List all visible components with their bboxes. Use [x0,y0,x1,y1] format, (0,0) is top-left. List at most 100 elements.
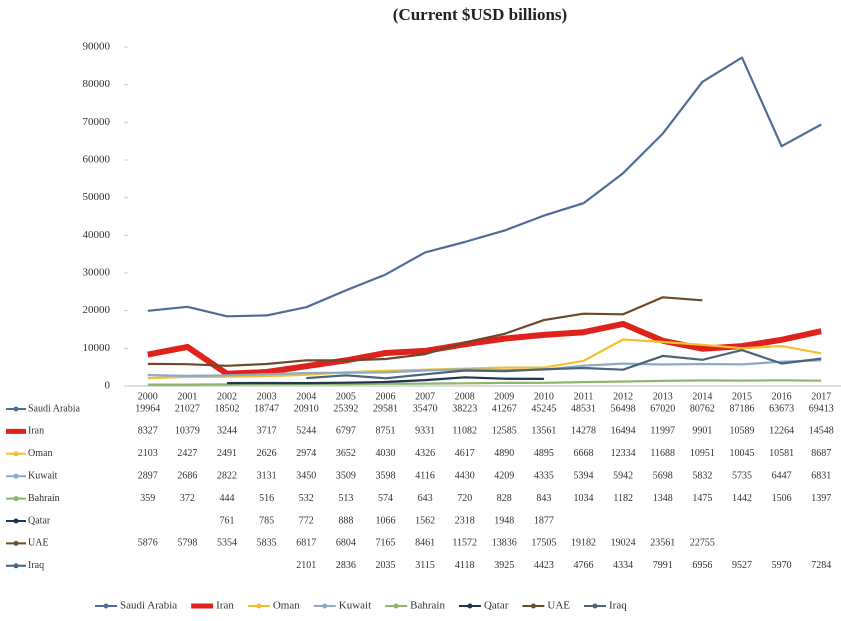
table-cell: 1948 [494,515,514,526]
x-tick-label: 2001 [177,391,197,402]
table-cell: 2836 [336,560,356,571]
table-cell: 1182 [613,493,633,504]
table-cell: 69413 [809,403,834,414]
series-line [147,338,822,380]
table-cell: 2427 [177,448,197,459]
table-cell: 3509 [336,470,356,481]
table-cell: 3450 [296,470,316,481]
table-cell: 8751 [375,426,395,437]
x-tick-label: 2014 [692,391,712,402]
row-key-dot [13,473,19,479]
table-cell: 5698 [653,470,673,481]
legend-dot [530,603,536,609]
table-cell: 3717 [257,426,277,437]
table-cell: 35470 [413,403,438,414]
x-tick-label: 2015 [732,391,752,402]
legend-label: Oman [273,600,300,612]
table-cell: 9527 [732,560,752,571]
table-cell: 5832 [692,470,712,481]
table-cell: 4430 [455,470,475,481]
table-cell: 13561 [531,426,556,437]
legend-label: Iran [216,600,234,612]
table-cell: 38223 [452,403,477,414]
table-cell: 5354 [217,538,237,549]
table-cell: 21027 [175,403,200,414]
table-cell: 87186 [729,403,754,414]
table-cell: 2318 [455,515,475,526]
y-tick-label: 0 [105,380,111,392]
table-cell: 843 [536,493,551,504]
table-cell: 8327 [138,426,158,437]
table-cell: 2974 [296,448,316,459]
x-tick-label: 2007 [415,391,435,402]
table-cell: 3131 [257,470,277,481]
x-tick-label: 2006 [375,391,395,402]
table-cell: 772 [299,515,314,526]
y-tick-label: 90000 [83,41,111,53]
table-cell: 5942 [613,470,633,481]
table-cell: 1397 [811,493,831,504]
table-cell: 67020 [650,403,675,414]
y-tick-label: 10000 [83,342,111,354]
table-cell: 14548 [809,426,834,437]
legend-label: Kuwait [339,600,371,612]
table-cell: 372 [180,493,195,504]
table-cell: 513 [338,493,353,504]
table-cell: 3652 [336,448,356,459]
table-cell: 3598 [375,470,395,481]
table-cell: 2626 [257,448,277,459]
series-line [147,56,822,318]
table-cell: 4423 [534,560,554,571]
legend-dot [393,603,399,609]
table-cell: 1475 [692,493,712,504]
table-cell: 22755 [690,538,715,549]
table-cell: 4209 [494,470,514,481]
table-cell: 5244 [296,426,316,437]
legend-dot [103,603,109,609]
x-tick-label: 2002 [217,391,237,402]
table-cell: 6804 [336,538,356,549]
table-cell: 63673 [769,403,794,414]
table-cell: 1877 [534,515,554,526]
table-cell: 19964 [135,403,160,414]
table-cell: 80762 [690,403,715,414]
legend-dot [467,603,473,609]
table-cell: 10379 [175,426,200,437]
table-cell: 359 [140,493,155,504]
x-tick-label: 2005 [336,391,356,402]
table-cell: 516 [259,493,274,504]
x-tick-label: 2003 [257,391,277,402]
table-cell: 16494 [611,426,636,437]
table-cell: 643 [418,493,433,504]
table-cell: 11082 [452,426,477,437]
x-tick-label: 2000 [138,391,158,402]
x-tick-label: 2011 [574,391,594,402]
table-cell: 25392 [333,403,358,414]
table-cell: 45245 [531,403,556,414]
legend-label: Iraq [609,600,627,612]
table-cell: 4766 [574,560,594,571]
table-cell: 2686 [177,470,197,481]
table-cell: 10589 [729,426,754,437]
x-tick-label: 2004 [296,391,316,402]
table-cell: 23561 [650,538,675,549]
x-tick-label: 2016 [772,391,792,402]
table-cell: 29581 [373,403,398,414]
table-cell: 19024 [611,538,636,549]
table-cell: 18747 [254,403,279,414]
table-cell: 12334 [611,448,636,459]
table-cell: 5394 [574,470,594,481]
table-cell: 4118 [455,560,475,571]
table-cell: 7284 [811,560,831,571]
table-cell: 19182 [571,538,596,549]
table-cell: 8687 [811,448,831,459]
series-line [147,379,822,386]
table-cell: 4334 [613,560,633,571]
table-cell: 17505 [531,538,556,549]
row-key-dot [13,540,19,546]
table-cell: 532 [299,493,314,504]
table-cell: 2035 [375,560,395,571]
legend-label: Qatar [484,600,509,612]
table-cell: 3244 [217,426,237,437]
